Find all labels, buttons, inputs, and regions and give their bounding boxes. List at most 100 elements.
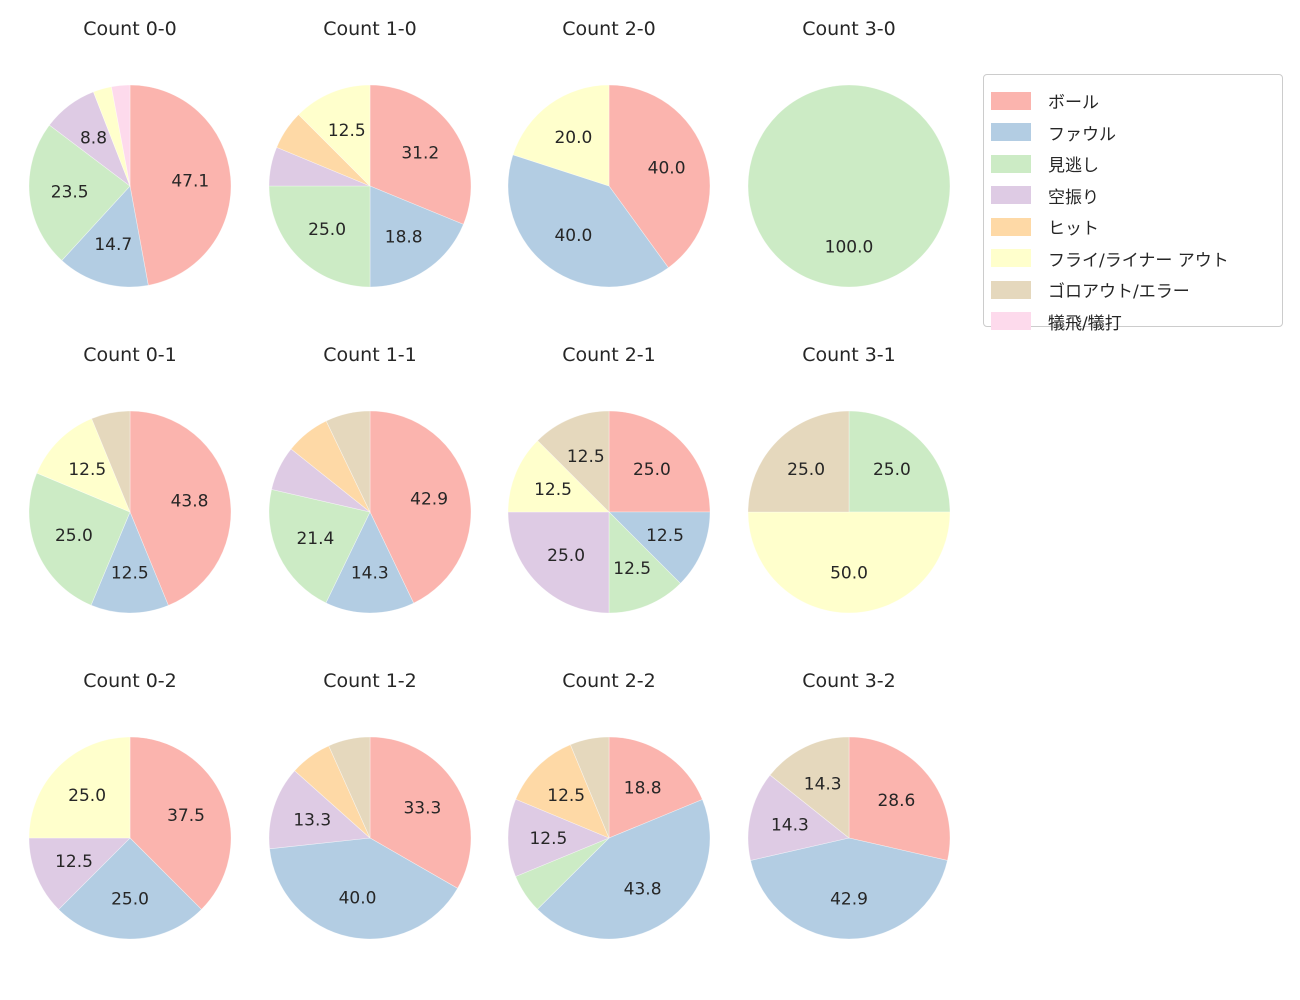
- pie-slice: [58, 837, 202, 940]
- legend-label: ゴロアウト/エラー: [1048, 282, 1190, 303]
- legend-label: フライ/ライナー アウト: [1048, 250, 1229, 271]
- legend-swatch-hit-icon: [991, 217, 1031, 236]
- pie-slice: [507, 798, 610, 877]
- pie-slice-label: 28.6: [877, 791, 915, 811]
- pie-chart-count-3-1: 25.0 50.0 25.0: [747, 410, 951, 614]
- legend-swatch-fly-liner-out-icon: [991, 249, 1031, 268]
- pie-slice-label: 12.5: [567, 447, 605, 467]
- pie-slice-label: 37.5: [167, 806, 205, 826]
- chart-cell-count-3-1: Count 3-1 25.0 50.0 25.0: [729, 340, 969, 632]
- pie-slice-label: 50.0: [830, 564, 868, 584]
- pie-slice-label: 40.0: [339, 888, 377, 908]
- chart-cell-count-0-2: Count 0-2 37.5 25.0 12.5 25.0: [10, 666, 250, 958]
- pie-slice-label: 12.5: [111, 564, 149, 584]
- pie-slice-label: 25.0: [308, 220, 346, 240]
- legend-item-ball: ボール: [991, 85, 1282, 117]
- pie-slice-label: 40.0: [554, 226, 592, 246]
- pie-slice: [608, 410, 711, 513]
- chart-title: Count 1-0: [323, 18, 417, 40]
- pie-slice-label: 13.3: [293, 810, 331, 830]
- chart-cell-count-2-0: Count 2-0 40.0 40.0 20.0: [489, 14, 729, 306]
- pie-slice: [769, 736, 850, 839]
- pie-slice: [325, 410, 371, 513]
- pie-slice-label: 18.8: [624, 779, 662, 799]
- pie-slice: [369, 84, 472, 225]
- pie-slice: [747, 84, 951, 288]
- pie-slice-label: 18.8: [385, 227, 423, 247]
- pie-slice: [747, 774, 850, 861]
- chart-title: Count 1-2: [323, 670, 417, 692]
- pie-slice: [537, 410, 610, 513]
- pie-slice: [608, 84, 711, 269]
- pie-chart-count-1-0: 31.2 18.8 25.0 12.5: [268, 84, 472, 288]
- pie-slice: [91, 410, 131, 513]
- pie-slice: [848, 410, 951, 513]
- pie-slice: [111, 84, 131, 187]
- legend-item-foul: ファウル: [991, 117, 1282, 149]
- legend-swatch-swinging-strike-icon: [991, 186, 1031, 205]
- pie-slice: [369, 410, 472, 604]
- pie-slice-label: 42.9: [410, 490, 448, 510]
- pie-slice: [90, 511, 169, 614]
- pie-slice: [325, 511, 415, 614]
- chart-cell-count-1-2: Count 1-2 33.3 40.0 13.3: [250, 666, 490, 958]
- pie-slice: [269, 837, 458, 940]
- pie-slice: [28, 837, 131, 910]
- chart-cell-count-3-2: Count 3-2 28.6 42.9 14.3 14.3: [729, 666, 969, 958]
- pie-slice: [28, 124, 131, 261]
- pie-chart-count-0-0: 47.1 14.7 23.5 8.8: [28, 84, 232, 288]
- legend-label: ヒット: [1048, 219, 1099, 240]
- legend-item-called-strike: 見逃し: [991, 148, 1282, 180]
- chart-cell-count-0-0: Count 0-0 47.1 14.7 23.5 8.8: [10, 14, 250, 306]
- pie-slice: [28, 736, 131, 839]
- pie-slice: [747, 511, 951, 614]
- pie-slice: [608, 736, 703, 839]
- pie-slice: [268, 489, 371, 604]
- legend-label: 犠飛/犠打: [1048, 313, 1122, 334]
- pie-chart-count-1-2: 33.3 40.0 13.3: [268, 736, 472, 940]
- pie-slice-label: 12.5: [55, 852, 93, 872]
- pie-slice-label: 14.3: [771, 815, 809, 835]
- pie-slice-label: 8.8: [80, 129, 107, 149]
- pie-slice: [750, 837, 948, 940]
- chart-cell-count-2-1: Count 2-1 25.0 12.5 12.5 25.0 12.5 12.5: [489, 340, 729, 632]
- chart-title: Count 0-2: [83, 670, 177, 692]
- pie-chart-count-0-2: 37.5 25.0 12.5 25.0: [28, 736, 232, 940]
- chart-cell-count-1-1: Count 1-1 42.9 14.3 21.4: [250, 340, 490, 632]
- legend-item-sacrifice: 犠飛/犠打: [991, 306, 1282, 338]
- pie-slice: [536, 799, 711, 940]
- pie-slice-label: 25.0: [633, 460, 671, 480]
- pie-slice: [129, 736, 232, 910]
- pie-slice-label: 25.0: [111, 890, 149, 910]
- legend-swatch-ball-icon: [991, 91, 1031, 110]
- pie-chart-count-3-0: 100.0: [747, 84, 951, 288]
- pie-slice: [569, 736, 610, 839]
- pie-slice: [268, 185, 371, 288]
- pie-slice-label: 20.0: [554, 128, 592, 148]
- legend: ボール ファウル 見逃し 空振り ヒット フライ/ライナー アウト ゴロアウト/…: [983, 74, 1283, 334]
- pie-chart-count-0-1: 43.8 12.5 25.0 12.5: [28, 410, 232, 614]
- legend-item-swinging-strike: 空振り: [991, 180, 1282, 212]
- pie-slice: [747, 410, 850, 513]
- chart-title: Count 1-1: [323, 344, 417, 366]
- pie-slice-label: 12.5: [68, 460, 106, 480]
- pie-slice: [36, 418, 131, 513]
- chart-title: Count 2-0: [562, 18, 656, 40]
- pie-slice-label: 12.5: [534, 480, 572, 500]
- legend-item-groundout-error: ゴロアウト/エラー: [991, 274, 1282, 306]
- legend-swatch-called-strike-icon: [991, 154, 1031, 173]
- pie-slice: [268, 770, 371, 850]
- chart-cell-count-0-1: Count 0-1 43.8 12.5 25.0 12.5: [10, 340, 250, 632]
- pie-slice: [61, 185, 149, 288]
- pie-slice: [507, 511, 610, 614]
- pie-slice-label: 42.9: [830, 890, 868, 910]
- pie-slice-label: 40.0: [648, 158, 686, 178]
- legend-label: ファウル: [1048, 124, 1116, 145]
- pie-slice-label: 25.0: [547, 546, 585, 566]
- pie-slice-label: 25.0: [787, 460, 825, 480]
- pie-slice-label: 31.2: [401, 143, 439, 163]
- pie-slice-label: 12.5: [529, 829, 567, 849]
- pie-slice-label: 12.5: [328, 121, 366, 141]
- pie-slice: [328, 736, 371, 839]
